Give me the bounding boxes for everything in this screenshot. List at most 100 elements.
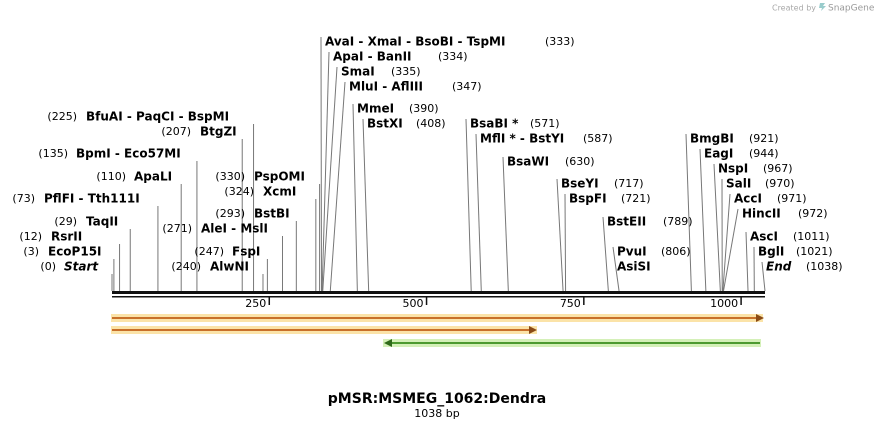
site-position: (225): [47, 110, 77, 123]
enzyme-name: BpmI - Eco57MI: [76, 147, 181, 161]
site-position: (293): [215, 207, 245, 220]
enzyme-name: FspI: [232, 245, 260, 259]
site-line: [556, 178, 564, 292]
enzyme-name: AleI - MslI: [201, 222, 268, 236]
enzyme-name: AvaI - XmaI - BsoBI - TspMI: [325, 35, 505, 49]
enzyme-name: BfuAI - PaqCI - BspMI: [86, 110, 229, 124]
site-line: [602, 216, 609, 292]
site-line: [699, 148, 707, 292]
site-line: [713, 163, 721, 292]
feature: [383, 339, 761, 347]
tick-label: 1000: [710, 297, 738, 310]
enzyme-name: ApaLI: [134, 170, 172, 184]
site-line: [722, 193, 731, 292]
enzyme-name: SmaI: [341, 65, 375, 79]
site-position: (207): [161, 125, 191, 138]
site-position: (3): [23, 245, 39, 258]
site-line: [465, 118, 472, 292]
site-line: [362, 118, 370, 292]
site-position: (73): [12, 192, 35, 205]
enzyme-name: BspFI: [569, 192, 607, 206]
tick-label: 250: [245, 297, 266, 310]
tick-label: 750: [560, 297, 581, 310]
site-line: [475, 133, 482, 292]
site-line: [322, 66, 338, 292]
site-position: (970): [765, 177, 795, 190]
site-line: [321, 51, 330, 292]
site-position: (1021): [796, 245, 833, 258]
map-length: 1038 bp: [414, 407, 459, 420]
site-line: [352, 103, 358, 292]
enzyme-name: PflFI - Tth111I: [44, 192, 140, 206]
site-line: [329, 81, 346, 292]
site-position: (324): [224, 185, 254, 198]
site-position: (12): [19, 230, 42, 243]
site-position: (921): [749, 132, 779, 145]
site-line: [502, 156, 509, 292]
enzyme-name: HincII: [742, 207, 781, 221]
enzyme-name: Start: [64, 260, 99, 274]
backbone-strand: [112, 296, 765, 298]
site-position: (967): [763, 162, 793, 175]
site-line: [685, 133, 692, 292]
enzyme-name: BseYI: [561, 177, 599, 191]
enzyme-name: AsiSI: [617, 260, 651, 274]
site-position: (630): [565, 155, 595, 168]
enzyme-name: PspOMI: [254, 170, 305, 184]
brand: SnapGene: [828, 4, 875, 14]
site-position: (29): [54, 215, 77, 228]
site-position: (330): [215, 170, 245, 183]
map-title: pMSR:MSMEG_1062:Dendra: [328, 391, 546, 407]
tick-label: 500: [403, 297, 424, 310]
enzyme-name: SalI: [726, 177, 751, 191]
enzyme-name: End: [766, 260, 792, 274]
enzyme-name: BsaBI *: [470, 117, 519, 131]
site-position: (408): [416, 117, 446, 130]
site-line: [761, 261, 766, 292]
site-line: [745, 231, 749, 292]
site-position: (0): [40, 260, 56, 273]
site-position: (806): [661, 245, 691, 258]
site-position: (335): [391, 65, 421, 78]
site-position: (721): [621, 192, 651, 205]
enzyme-name: BsaWI: [507, 155, 549, 169]
site-position: (247): [194, 245, 224, 258]
site-position: (271): [162, 222, 192, 235]
site-position: (944): [749, 147, 779, 160]
site-position: (972): [798, 207, 828, 220]
enzyme-name: ApaI - BanII: [333, 50, 412, 64]
site-position: (347): [452, 80, 482, 93]
site-line: [722, 208, 739, 292]
enzyme-name: BstBI: [254, 207, 290, 221]
site-position: (334): [438, 50, 468, 63]
enzyme-name: EagI: [704, 147, 733, 161]
enzyme-name: AccI: [734, 192, 762, 206]
site-position: (571): [530, 117, 560, 130]
site-position: (1038): [806, 260, 843, 273]
backbone: [112, 291, 765, 294]
enzyme-name: BglI: [758, 245, 784, 259]
enzyme-name: XcmI: [263, 185, 296, 199]
enzyme-name: RsrII: [51, 230, 82, 244]
feature: [111, 314, 764, 322]
feature: [111, 326, 537, 334]
enzyme-name: BtgZI: [200, 125, 237, 139]
enzyme-name: AscI: [750, 230, 778, 244]
site-position: (240): [171, 260, 201, 273]
site-position: (587): [583, 132, 613, 145]
site-position: (971): [777, 192, 807, 205]
enzyme-name: TaqII: [86, 215, 118, 229]
enzyme-name: BstXI: [367, 117, 403, 131]
enzyme-name: AlwNI: [210, 260, 249, 274]
enzyme-name: NspI: [718, 162, 748, 176]
logo: [819, 3, 826, 11]
site-position: (135): [38, 147, 68, 160]
enzyme-name: BmgBI: [690, 132, 734, 146]
enzyme-name: MflI * - BstYI: [480, 132, 564, 146]
site-position: (390): [409, 102, 439, 115]
site-position: (717): [614, 177, 644, 190]
credit: Created by: [772, 4, 816, 13]
site-position: (333): [545, 35, 575, 48]
site-position: (110): [96, 170, 126, 183]
